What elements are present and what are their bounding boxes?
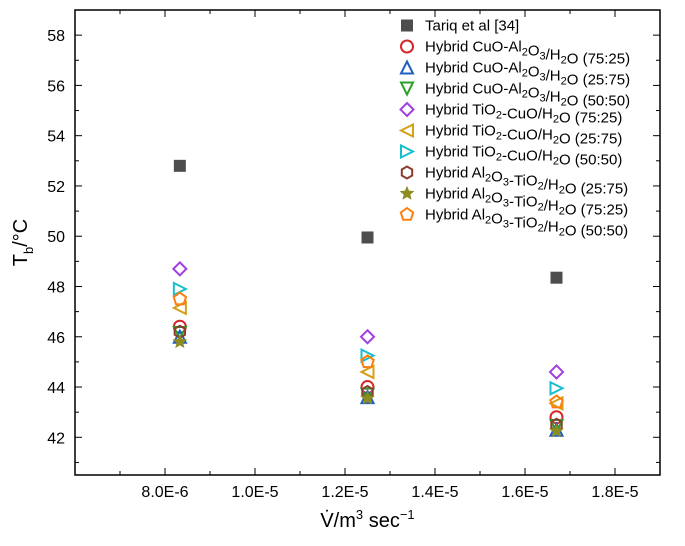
y-axis-label: Tb/°C [10,219,36,266]
y-tick-label: 54 [47,129,65,146]
x-tick-label: 1.4E-5 [411,484,458,501]
x-tick-label: 1.2E-5 [321,484,368,501]
legend-item-label: Tariq et al [34] [425,18,519,35]
y-tick-label: 44 [47,380,65,397]
x-axis-label: V̇/m3 sec−1 [320,507,414,532]
scatter-chart: 8.0E-6 1.0E-5 1.2E-5 1.4E-5 1.6E-5 1.8E-5 42 44… [0,0,685,546]
x-tick-label: 1.6E-5 [501,484,548,501]
chart-svg: 8.0E-6 1.0E-5 1.2E-5 1.4E-5 1.6E-5 1.8E-5 42 44… [0,0,685,546]
y-tick-label: 48 [47,279,65,296]
y-tick-label: 46 [47,330,65,347]
y-tick-label: 42 [47,430,65,447]
y-tick-label: 58 [47,28,65,45]
x-tick-label: 1.8E-5 [591,484,638,501]
legend: Tariq et al [34]Hybrid CuO-Al2O3/H2O (75… [401,18,631,240]
y-tick-label: 52 [47,179,65,196]
x-tick-label: 1.0E-5 [231,484,278,501]
y-tick-label: 56 [47,78,65,95]
y-tick-label: 50 [47,229,65,246]
x-tick-label: 8.0E-6 [141,484,188,501]
